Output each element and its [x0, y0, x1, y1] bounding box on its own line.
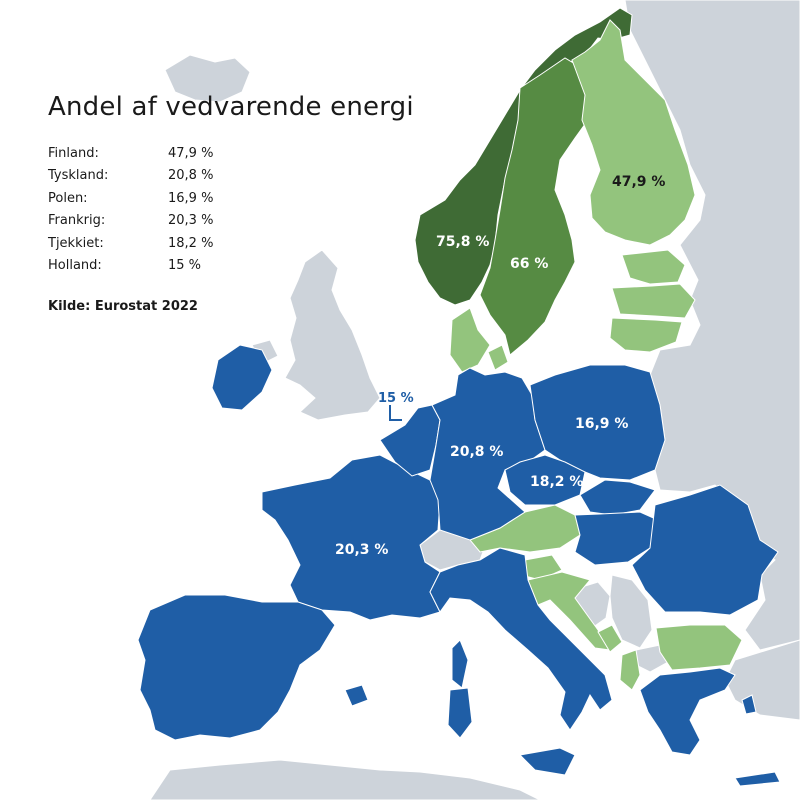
czechia — [504, 454, 586, 506]
albania — [619, 649, 641, 691]
finland — [571, 19, 696, 246]
hungary — [574, 511, 659, 566]
map-label-norway: 75,8 % — [436, 234, 489, 250]
serbia — [609, 574, 653, 649]
map-label-sweden: 66 % — [510, 256, 548, 272]
denmark-islands — [487, 344, 509, 371]
sardinia — [447, 687, 473, 739]
montenegro — [597, 624, 623, 653]
country-name: Tjekkiet: — [48, 235, 104, 251]
other-land — [149, 0, 800, 800]
romania — [631, 484, 779, 616]
country-value: 15 % — [168, 257, 202, 273]
country-value: 20,8 % — [168, 168, 214, 184]
corsica — [451, 639, 469, 689]
ireland — [211, 344, 273, 411]
country-value: 16,9 % — [168, 190, 214, 206]
france — [261, 454, 441, 621]
map-label-czechia: 18,2 % — [530, 474, 583, 490]
country-name: Polen: — [48, 190, 88, 206]
callout-arrow — [389, 405, 402, 421]
country-value: 47,9 % — [168, 146, 214, 161]
great-britain — [284, 249, 381, 421]
country-name: Finland: — [48, 146, 99, 161]
north-africa — [149, 759, 541, 800]
cyprus-area — [741, 694, 757, 715]
lithuania — [609, 317, 683, 353]
source-note: Kilde: Eurostat 2022 — [48, 299, 198, 314]
map-label-germany: 20,8 % — [450, 444, 503, 460]
estonia — [621, 249, 686, 285]
iceland — [164, 54, 251, 103]
country-name: Holland: — [48, 257, 102, 273]
map-label-poland: 16,9 % — [575, 416, 628, 432]
latvia — [611, 283, 696, 319]
greece — [639, 667, 736, 756]
country-value: 20,3 % — [168, 213, 214, 229]
country-name: Frankrig: — [48, 213, 106, 229]
crete — [734, 771, 781, 787]
spain-portugal — [137, 594, 336, 741]
country-name: Tyskland: — [48, 168, 109, 184]
italy — [429, 547, 613, 731]
slovakia — [579, 479, 656, 516]
bulgaria — [655, 624, 743, 671]
map-label-netherlands: 15 % — [378, 391, 414, 406]
page-title: Andel af vedvarende energi — [48, 92, 414, 122]
netherlands-callout — [389, 405, 402, 421]
balearic — [344, 684, 369, 707]
blue-countries — [137, 344, 781, 787]
country-value: 18,2 % — [168, 235, 214, 251]
denmark — [449, 307, 491, 373]
sicily — [518, 747, 576, 776]
light-green-countries — [449, 19, 743, 691]
poland — [529, 364, 666, 481]
map-label-france: 20,3 % — [335, 542, 388, 558]
map-label-finland: 47,9 % — [612, 174, 665, 190]
